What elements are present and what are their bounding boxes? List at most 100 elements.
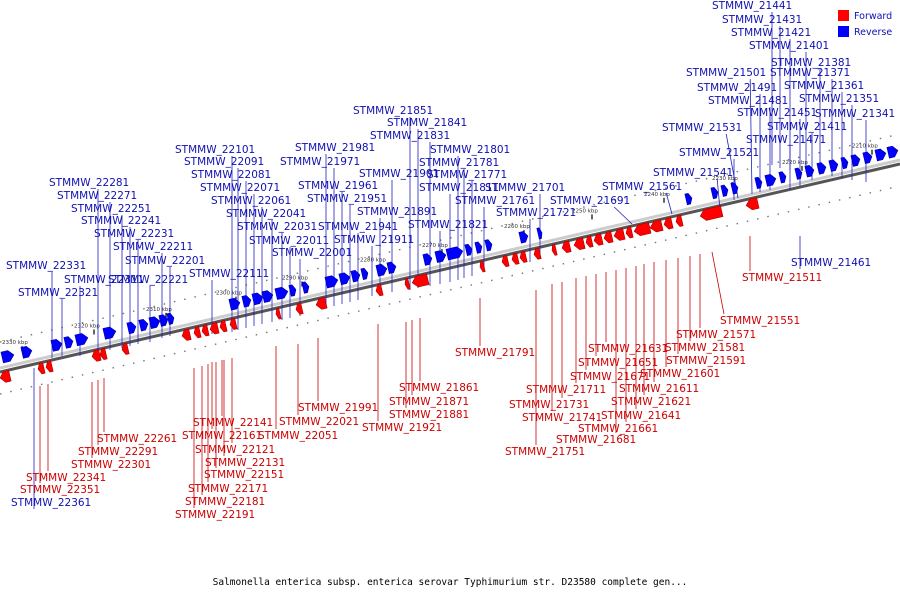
forward-gene-arrow[interactable] [45, 360, 54, 373]
forward-gene-arrow[interactable] [699, 205, 724, 222]
forward-gene-arrow[interactable] [411, 273, 430, 288]
forward-gene-arrow[interactable] [501, 254, 510, 268]
forward-gene-arrow[interactable] [585, 235, 594, 248]
reverse-gene-arrow[interactable] [464, 243, 473, 257]
forward-gene-label[interactable]: STMMW_21611 [619, 383, 699, 395]
reverse-gene-arrow[interactable] [434, 250, 447, 263]
reverse-gene-label[interactable]: STMMW_22321 [18, 287, 98, 299]
forward-gene-label[interactable]: STMMW_21591 [666, 355, 746, 367]
reverse-gene-arrow[interactable] [148, 316, 161, 330]
reverse-gene-arrow[interactable] [158, 314, 169, 327]
forward-gene-arrow[interactable] [315, 296, 328, 310]
reverse-gene-label[interactable]: STMMW_21821 [408, 219, 488, 231]
reverse-gene-label[interactable]: STMMW_22201 [125, 255, 205, 267]
reverse-gene-arrow[interactable] [445, 246, 464, 261]
forward-gene-label[interactable]: STMMW_22051 [258, 430, 338, 442]
forward-gene-label[interactable]: STMMW_22171 [188, 483, 268, 495]
forward-gene-label[interactable]: STMMW_21791 [455, 347, 535, 359]
forward-gene-arrow[interactable] [561, 240, 572, 254]
reverse-gene-label[interactable]: STMMW_22041 [226, 208, 306, 220]
forward-gene-arrow[interactable] [511, 252, 520, 265]
forward-gene-arrow[interactable] [193, 326, 202, 339]
reverse-gene-arrow[interactable] [804, 165, 815, 178]
forward-gene-label[interactable]: STMMW_22191 [175, 509, 255, 521]
reverse-gene-label[interactable]: STMMW_22091 [184, 156, 264, 168]
reverse-gene-label[interactable]: STMMW_21901 [359, 168, 439, 180]
forward-gene-arrow[interactable] [99, 347, 108, 360]
reverse-gene-arrow[interactable] [484, 239, 493, 252]
reverse-gene-arrow[interactable] [301, 281, 310, 294]
forward-gene-label[interactable]: STMMW_21741 [522, 412, 602, 424]
reverse-gene-arrow[interactable] [386, 261, 397, 275]
reverse-gene-label[interactable]: STMMW_21461 [791, 257, 871, 269]
reverse-gene-arrow[interactable] [74, 332, 89, 347]
reverse-gene-label[interactable]: STMMW_21421 [731, 27, 811, 39]
reverse-gene-label[interactable]: STMMW_21691 [550, 195, 630, 207]
forward-gene-label[interactable]: STMMW_21711 [526, 384, 606, 396]
reverse-gene-label[interactable]: STMMW_22011 [249, 235, 329, 247]
reverse-gene-label[interactable]: STMMW_21541 [653, 167, 733, 179]
forward-gene-label[interactable]: STMMW_21751 [505, 446, 585, 458]
reverse-gene-arrow[interactable] [518, 231, 529, 244]
forward-gene-arrow[interactable] [479, 260, 486, 273]
forward-gene-label[interactable]: STMMW_21631 [588, 343, 668, 355]
reverse-gene-arrow[interactable] [63, 336, 74, 349]
reverse-gene-arrow[interactable] [840, 156, 849, 170]
reverse-gene-arrow[interactable] [536, 227, 543, 240]
forward-gene-arrow[interactable] [181, 328, 192, 342]
forward-gene-arrow[interactable] [593, 233, 604, 247]
reverse-gene-arrow[interactable] [126, 321, 137, 335]
reverse-gene-label[interactable]: STMMW_22231 [94, 228, 174, 240]
reverse-gene-label[interactable]: STMMW_22001 [272, 247, 352, 259]
reverse-gene-arrow[interactable] [350, 269, 361, 283]
reverse-gene-label[interactable]: STMMW_21941 [318, 221, 398, 233]
forward-gene-label[interactable]: STMMW_21921 [362, 422, 442, 434]
forward-gene-label[interactable]: STMMW_22141 [193, 417, 273, 429]
forward-gene-arrow[interactable] [275, 307, 282, 320]
forward-gene-label[interactable]: STMMW_21991 [298, 402, 378, 414]
reverse-gene-label[interactable]: STMMW_22281 [49, 177, 129, 189]
reverse-gene-label[interactable]: STMMW_21721 [496, 207, 576, 219]
reverse-gene-arrow[interactable] [166, 312, 175, 325]
forward-gene-arrow[interactable] [551, 243, 558, 256]
reverse-gene-label[interactable]: STMMW_21761 [455, 195, 535, 207]
reverse-gene-arrow[interactable] [886, 145, 899, 159]
reverse-gene-label[interactable]: STMMW_21441 [712, 0, 792, 12]
forward-gene-arrow[interactable] [229, 317, 238, 330]
reverse-gene-label[interactable]: STMMW_21701 [485, 182, 565, 194]
forward-gene-label[interactable]: STMMW_22131 [205, 457, 285, 469]
reverse-gene-arrow[interactable] [251, 292, 264, 306]
reverse-gene-label[interactable]: STMMW_21341 [815, 108, 895, 120]
forward-gene-label[interactable]: STMMW_21641 [601, 410, 681, 422]
forward-gene-arrow[interactable] [91, 349, 102, 363]
forward-gene-arrow[interactable] [121, 342, 130, 355]
reverse-gene-arrow[interactable] [375, 263, 388, 277]
reverse-gene-arrow[interactable] [0, 349, 15, 364]
forward-gene-label[interactable]: STMMW_22291 [78, 446, 158, 458]
forward-gene-arrow[interactable] [201, 324, 210, 337]
reverse-gene-arrow[interactable] [324, 275, 339, 289]
reverse-gene-label[interactable]: STMMW_21491 [697, 82, 777, 94]
reverse-gene-label[interactable]: STMMW_22061 [211, 195, 291, 207]
reverse-gene-label[interactable]: STMMW_22311 [64, 274, 144, 286]
reverse-gene-arrow[interactable] [816, 162, 827, 175]
forward-gene-label[interactable]: STMMW_22341 [26, 472, 106, 484]
reverse-gene-arrow[interactable] [228, 297, 241, 311]
forward-gene-arrow[interactable] [675, 214, 684, 227]
forward-gene-arrow[interactable] [625, 226, 634, 239]
reverse-gene-label[interactable]: STMMW_21431 [722, 14, 802, 26]
forward-gene-arrow[interactable] [0, 369, 12, 383]
reverse-gene-label[interactable]: STMMW_21451 [737, 107, 817, 119]
reverse-gene-label[interactable]: STMMW_21361 [784, 80, 864, 92]
forward-gene-label[interactable]: STMMW_21731 [509, 399, 589, 411]
reverse-gene-label[interactable]: STMMW_21801 [430, 144, 510, 156]
reverse-gene-label[interactable]: STMMW_21371 [770, 67, 850, 79]
reverse-gene-label[interactable]: STMMW_21811 [419, 182, 499, 194]
forward-gene-arrow[interactable] [533, 247, 542, 260]
reverse-gene-label[interactable]: STMMW_21351 [799, 93, 879, 105]
reverse-gene-arrow[interactable] [138, 318, 149, 332]
reverse-gene-label[interactable]: STMMW_22071 [200, 182, 280, 194]
forward-gene-label[interactable]: STMMW_21601 [640, 368, 720, 380]
reverse-gene-label[interactable]: STMMW_21971 [280, 156, 360, 168]
reverse-gene-arrow[interactable] [710, 186, 719, 200]
